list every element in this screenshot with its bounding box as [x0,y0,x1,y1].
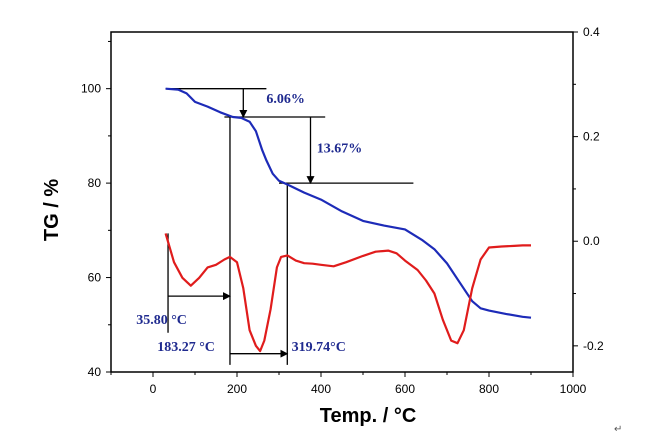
x-tick-label-2: 400 [311,382,331,396]
x-tick-label-4: 800 [479,382,499,396]
annotation-3: 183.27 °C [157,340,215,355]
x-tick-label-0: 0 [150,382,157,396]
y-axis-left-title: TG / % [41,179,63,241]
y-right-tick-label-3: 0.4 [583,25,600,39]
series-line-0 [165,87,532,319]
annotation-2: 35.80 °C [136,313,187,328]
annotation-4: 319.74°C [292,340,346,355]
y-right-tick-label-1: 0.0 [583,234,600,248]
y-left-tick-label-1: 60 [88,271,102,285]
annotation-0: 6.06% [266,92,305,107]
y-left-tick-label-2: 80 [88,176,102,190]
plot-frame [110,31,574,373]
corner-mark: ↵ [614,424,622,435]
x-tick-label-1: 200 [227,382,247,396]
chart-marks: 0 200 400 600 800 1000 40 60 80 100 -0.2 0.0 0.2 0.4 6… [81,25,604,396]
y-right-tick-label-0: -0.2 [583,339,604,353]
x-axis-title: Temp. / °C [320,405,417,427]
y-right-tick-label-2: 0.2 [583,130,600,144]
y-left-tick-label-0: 40 [88,365,102,379]
annotation-1: 13.67% [317,141,363,156]
x-tick-label-5: 1000 [560,382,587,396]
y-left-tick-label-3: 100 [81,82,101,96]
x-tick-label-3: 600 [395,382,415,396]
series-line-1 [164,233,531,353]
